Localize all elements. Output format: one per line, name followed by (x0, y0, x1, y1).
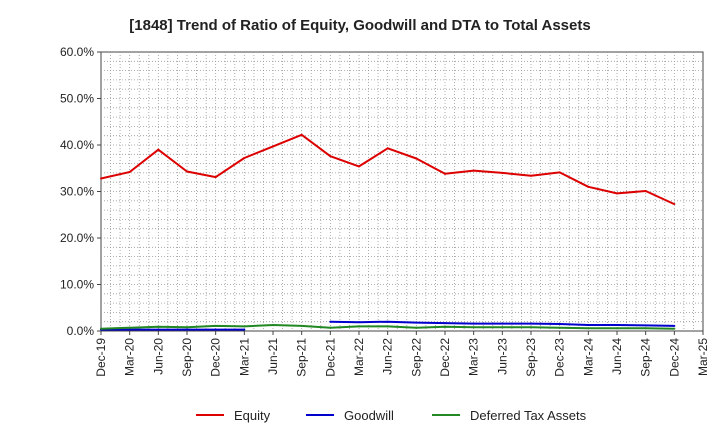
x-tick-label: Dec-20 (209, 338, 223, 377)
x-tick-label: Sep-23 (524, 338, 538, 377)
x-tick-label: Dec-22 (438, 338, 452, 377)
x-tick-label: Dec-24 (667, 338, 681, 377)
data-point-equity (472, 169, 475, 172)
y-tick-label: 0.0% (67, 324, 95, 338)
data-point-goodwill (444, 322, 446, 325)
x-tick-label: Sep-24 (639, 338, 653, 377)
data-point-goodwill (644, 324, 647, 327)
y-tick-label: 50.0% (60, 92, 94, 106)
data-point-goodwill (558, 323, 561, 326)
x-tick-label: Jun-22 (381, 338, 395, 375)
x-tick-label: Mar-21 (237, 338, 251, 376)
data-point-deferred-tax-assets (558, 326, 561, 329)
data-point-deferred-tax-assets (673, 327, 676, 330)
x-tick-label: Sep-22 (409, 338, 423, 377)
data-point-equity (616, 192, 618, 195)
data-point-equity (128, 170, 131, 173)
data-point-deferred-tax-assets (616, 327, 618, 330)
data-point-deferred-tax-assets (530, 326, 532, 329)
data-point-equity (587, 185, 590, 188)
data-point-deferred-tax-assets (644, 327, 647, 330)
legend: Equity Goodwill Deferred Tax Assets (196, 408, 587, 423)
data-point-deferred-tax-assets (329, 326, 332, 329)
data-point-equity (530, 174, 532, 177)
data-point-deferred-tax-assets (272, 323, 274, 326)
x-tick-label: Mar-23 (467, 338, 481, 376)
y-tick-label: 10.0% (60, 278, 94, 292)
data-point-goodwill (472, 322, 475, 325)
data-point-equity (415, 157, 418, 160)
data-point-goodwill (501, 322, 504, 325)
data-point-deferred-tax-assets (386, 325, 389, 328)
data-point-deferred-tax-assets (472, 326, 475, 329)
data-point-goodwill (329, 320, 332, 323)
data-point-equity (100, 177, 102, 180)
data-point-goodwill (186, 328, 188, 331)
data-point-equity (243, 157, 246, 160)
y-tick-label: 30.0% (60, 185, 94, 199)
x-tick-label: Mar-22 (352, 338, 366, 376)
y-tick-label: 60.0% (60, 45, 94, 59)
data-point-goodwill (214, 328, 217, 331)
data-point-goodwill (673, 324, 676, 327)
data-point-equity (386, 147, 389, 150)
axes: 0.0% 10.0% 20.0% 30.0% 40.0% 50.0% 60.0% Dec-19… (60, 45, 710, 377)
data-point-equity (214, 176, 217, 179)
x-tick-label: Dec-23 (553, 338, 567, 377)
x-tick-label: Mar-25 (696, 338, 710, 376)
data-point-equity (300, 133, 303, 136)
grid (101, 52, 703, 331)
x-tick-label: Jun-21 (266, 338, 280, 375)
data-point-goodwill (616, 323, 618, 326)
data-point-deferred-tax-assets (157, 325, 160, 328)
x-tick-label: Jun-23 (495, 338, 509, 375)
data-point-equity (157, 148, 160, 151)
data-point-equity (444, 172, 446, 175)
data-point-deferred-tax-assets (214, 324, 217, 327)
data-point-goodwill (530, 322, 532, 325)
legend-label-equity: Equity (234, 408, 271, 423)
x-tick-label: Mar-24 (581, 338, 595, 376)
series-group (100, 133, 676, 331)
data-point-deferred-tax-assets (444, 325, 446, 328)
data-point-deferred-tax-assets (501, 326, 504, 329)
data-point-equity (186, 170, 188, 173)
x-tick-label: Dec-21 (323, 338, 337, 377)
data-point-goodwill (415, 321, 418, 324)
data-point-deferred-tax-assets (243, 325, 246, 328)
legend-label-deferred-tax-assets: Deferred Tax Assets (470, 408, 587, 423)
data-point-goodwill (157, 328, 160, 331)
x-tick-label: Dec-19 (94, 338, 108, 377)
y-tick-label: 40.0% (60, 138, 94, 152)
data-point-equity (644, 190, 647, 193)
data-point-equity (358, 165, 360, 168)
data-point-equity (501, 171, 504, 174)
data-point-deferred-tax-assets (415, 326, 418, 329)
data-point-equity (329, 155, 332, 158)
x-tick-label: Sep-20 (180, 338, 194, 377)
x-tick-label: Jun-20 (151, 338, 165, 375)
data-point-deferred-tax-assets (587, 327, 590, 330)
data-point-equity (558, 171, 561, 174)
legend-label-goodwill: Goodwill (344, 408, 394, 423)
data-point-deferred-tax-assets (300, 324, 303, 327)
data-point-equity (673, 203, 676, 206)
x-tick-label: Jun-24 (610, 338, 624, 375)
data-point-deferred-tax-assets (128, 326, 131, 329)
data-point-goodwill (128, 328, 131, 331)
x-tick-label: Mar-20 (123, 338, 137, 376)
data-point-deferred-tax-assets (100, 327, 102, 330)
data-point-goodwill (358, 321, 360, 324)
x-tick-label: Sep-21 (295, 338, 309, 377)
data-point-goodwill (243, 328, 246, 331)
data-point-goodwill (587, 323, 590, 326)
data-point-deferred-tax-assets (358, 325, 360, 328)
data-point-deferred-tax-assets (186, 326, 188, 329)
data-point-goodwill (386, 320, 389, 323)
y-tick-label: 20.0% (60, 231, 94, 245)
chart-title: [1848] Trend of Ratio of Equity, Goodwil… (129, 17, 590, 34)
data-point-equity (272, 145, 274, 148)
